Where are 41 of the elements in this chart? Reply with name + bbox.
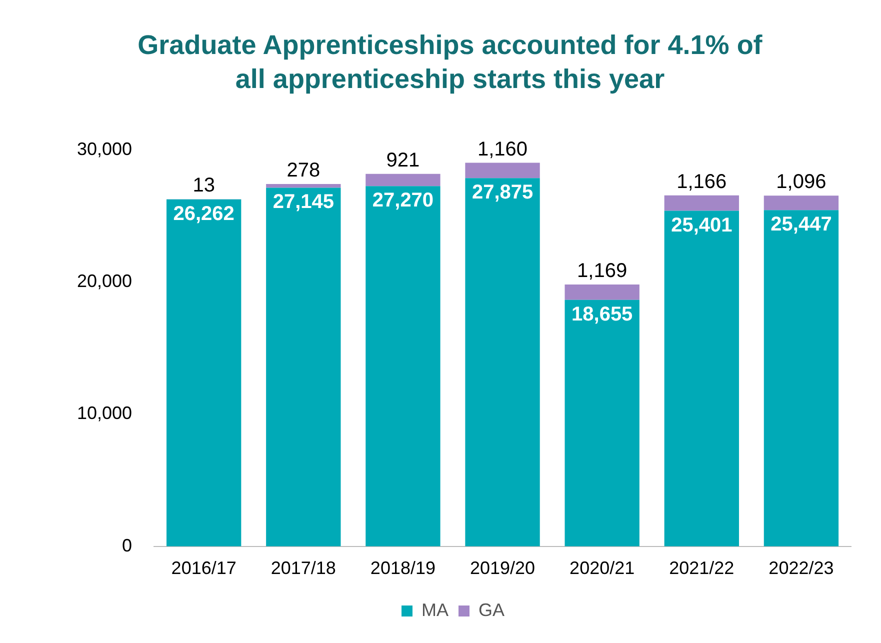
x-tick-label: 2020/21 bbox=[570, 558, 635, 578]
data-label: 27,270 bbox=[372, 190, 434, 212]
data-label: 27,875 bbox=[472, 182, 534, 204]
bar bbox=[664, 195, 739, 211]
bar bbox=[266, 184, 341, 188]
bar bbox=[764, 210, 839, 546]
legend-label: MA bbox=[421, 600, 448, 620]
data-label: 13 bbox=[192, 174, 215, 197]
bar bbox=[564, 284, 640, 300]
data-label: 1,096 bbox=[776, 171, 826, 194]
y-tick-label: 0 bbox=[122, 535, 132, 556]
y-tick-label: 20,000 bbox=[76, 271, 132, 292]
data-label: 278 bbox=[286, 160, 320, 182]
data-label: 1,166 bbox=[676, 170, 727, 193]
y-tick-label: 30,000 bbox=[76, 138, 132, 159]
y-tick-label: 10,000 bbox=[76, 403, 132, 424]
data-label: 25,401 bbox=[671, 214, 732, 236]
data-label: 1,160 bbox=[477, 138, 528, 160]
x-tick-label: 2019/20 bbox=[470, 558, 536, 578]
bar bbox=[166, 199, 242, 546]
chart-title: Graduate Apprenticeships accounted for 4.1% of all apprenticeship starts this year bbox=[136, 29, 764, 96]
legend-label: GA bbox=[478, 600, 505, 620]
x-tick-label: 2022/23 bbox=[768, 558, 834, 578]
bar bbox=[266, 188, 341, 546]
x-tick-label: 2017/18 bbox=[270, 558, 336, 578]
bar bbox=[366, 174, 440, 186]
data-label: 921 bbox=[386, 149, 420, 172]
bar bbox=[564, 300, 640, 546]
data-label: 25,447 bbox=[770, 214, 832, 236]
bar bbox=[366, 186, 440, 546]
bar bbox=[664, 210, 739, 546]
data-label: 18,655 bbox=[572, 303, 633, 326]
bar bbox=[764, 196, 839, 210]
x-tick-label: 2021/22 bbox=[669, 558, 734, 578]
x-tick-label: 2016/17 bbox=[171, 558, 236, 578]
data-label: 1,169 bbox=[577, 260, 628, 282]
data-label: 26,262 bbox=[173, 202, 234, 225]
bar bbox=[465, 178, 540, 546]
data-label: 27,145 bbox=[272, 191, 334, 214]
bar bbox=[465, 162, 540, 178]
x-tick-label: 2018/19 bbox=[370, 558, 436, 578]
